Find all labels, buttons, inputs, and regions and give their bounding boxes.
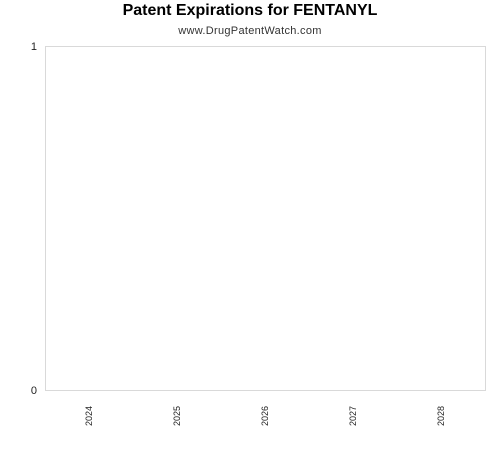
x-tick-label: 2027 (348, 406, 358, 426)
y-tick-label: 1 (31, 41, 37, 53)
plot-area (45, 46, 486, 391)
y-tick-label: 0 (31, 385, 37, 397)
x-tick-label: 2028 (436, 406, 446, 426)
x-axis: 2024 2025 2026 2027 2028 (84, 406, 446, 426)
chart-title: Patent Expirations for FENTANYL (122, 2, 378, 19)
x-tick-label: 2024 (84, 406, 94, 426)
y-axis: 01 (31, 41, 37, 397)
x-tick-label: 2026 (260, 406, 270, 426)
x-tick-label: 2025 (172, 406, 182, 426)
chart-subtitle: www.DrugPatentWatch.com (178, 25, 322, 37)
